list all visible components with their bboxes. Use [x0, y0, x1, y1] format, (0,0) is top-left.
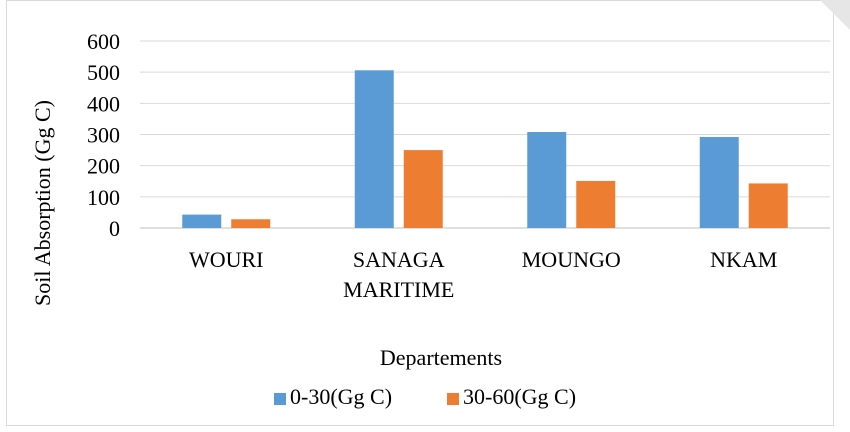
legend-swatch [447, 393, 459, 405]
y-axis-title: Soil Absorption (Gg C) [30, 100, 55, 306]
legend-swatch [274, 393, 286, 405]
category-label: WOURI [189, 247, 264, 272]
category-label: SANAGA [353, 247, 445, 272]
category-labels: WOURI SANAGA MARITIME MOUNGO NKAM [189, 247, 777, 302]
y-tick-label: 0 [109, 216, 120, 241]
y-tick-label: 200 [87, 154, 120, 179]
category-label: NKAM [710, 247, 777, 272]
y-tick-labels: 0 100 200 300 400 500 600 [87, 29, 120, 241]
bars [182, 70, 788, 229]
y-tick-label: 400 [87, 91, 120, 116]
y-tick-label: 600 [87, 29, 120, 54]
bar [576, 180, 616, 228]
bar [699, 136, 739, 228]
bar [527, 132, 567, 228]
bar [231, 219, 271, 228]
corner-fold [820, 0, 850, 30]
legend: 0-30(Gg C) 30-60(Gg C) [274, 384, 576, 409]
legend-label: 0-30(Gg C) [290, 384, 392, 409]
category-label: MARITIME [343, 277, 454, 302]
bar [403, 150, 443, 228]
bar [748, 183, 788, 228]
x-axis-title: Departements [380, 345, 502, 370]
category-label: MOUNGO [522, 247, 621, 272]
y-tick-label: 300 [87, 123, 120, 148]
y-tick-label: 100 [87, 185, 120, 210]
bar [182, 214, 222, 228]
legend-label: 30-60(Gg C) [463, 384, 576, 409]
bar [354, 70, 394, 229]
y-tick-label: 500 [87, 60, 120, 85]
